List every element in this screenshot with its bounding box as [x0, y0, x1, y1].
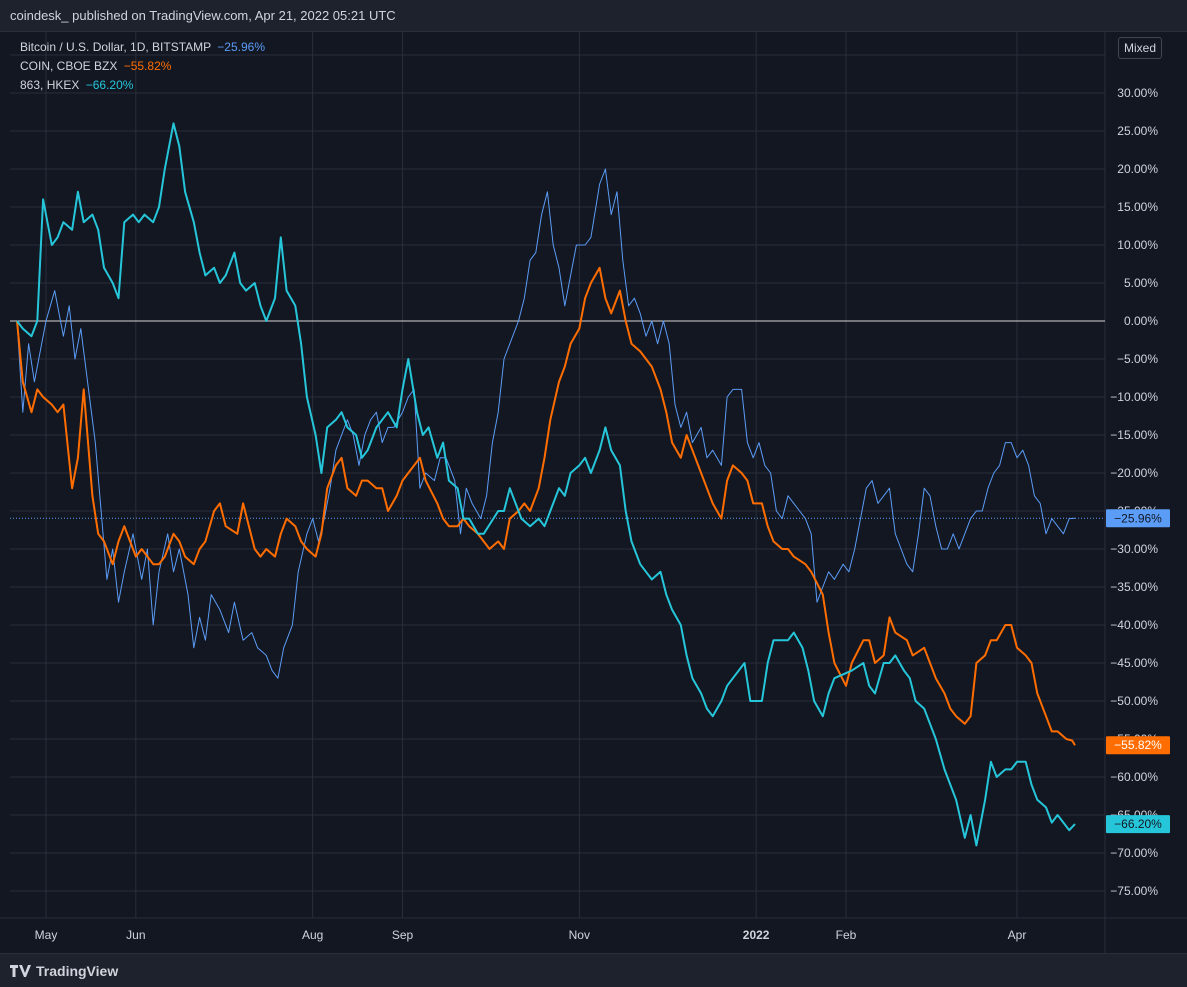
- y-tick-label: −5.00%: [1117, 352, 1158, 366]
- legend-name-coin: COIN, CBOE BZX: [20, 59, 118, 73]
- hkex-last-value-tag: [1106, 815, 1170, 834]
- x-tick-label: Apr: [1008, 928, 1027, 942]
- chart-legend: Bitcoin / U.S. Dollar, 1D, BITSTAMP −25.…: [20, 38, 265, 95]
- y-tick-label: 30.00%: [1117, 86, 1158, 100]
- hkex-last-value-tag-text: −66.20%: [1114, 817, 1162, 831]
- y-tick-label: −15.00%: [1110, 428, 1158, 442]
- x-tick-label: 2022: [743, 928, 770, 942]
- btc-last-value-tag: [1106, 509, 1170, 528]
- y-tick-label: −30.00%: [1110, 542, 1158, 556]
- y-tick-label: 15.00%: [1117, 200, 1158, 214]
- attribution-text: coindesk_ published on TradingView.com, …: [10, 8, 396, 23]
- legend-row-coin[interactable]: COIN, CBOE BZX −55.82%: [20, 57, 265, 76]
- y-tick-label: −20.00%: [1110, 466, 1158, 480]
- y-tick-label: 20.00%: [1117, 162, 1158, 176]
- y-tick-label: 10.00%: [1117, 238, 1158, 252]
- hkex-line[interactable]: [16, 122, 1076, 847]
- coin-line[interactable]: [16, 266, 1076, 746]
- y-tick-label: −50.00%: [1110, 694, 1158, 708]
- x-tick-label: Jun: [126, 928, 145, 942]
- x-tick-label: Aug: [302, 928, 323, 942]
- y-tick-label: 0.00%: [1124, 314, 1158, 328]
- scale-mode-button[interactable]: Mixed: [1118, 37, 1163, 59]
- legend-name-btc: Bitcoin / U.S. Dollar, 1D, BITSTAMP: [20, 40, 211, 54]
- legend-value-coin: −55.82%: [123, 59, 172, 73]
- footer-bar: TradingView: [0, 953, 1187, 987]
- tradingview-brand[interactable]: TradingView: [36, 962, 119, 979]
- comparison-line-chart[interactable]: 30.00% 25.00% 20.00% 15.00% 10.00% 5.00% 0.00%…: [0, 32, 1187, 953]
- x-tick-label: Nov: [569, 928, 590, 942]
- legend-row-btc[interactable]: Bitcoin / U.S. Dollar, 1D, BITSTAMP −25.…: [20, 38, 265, 57]
- y-tick-label: 25.00%: [1117, 124, 1158, 138]
- tradingview-logo-icon[interactable]: [10, 964, 32, 977]
- chart-background: [0, 32, 1187, 953]
- coin-last-value-tag-text: −55.82%: [1114, 738, 1162, 752]
- y-tick-label: −45.00%: [1110, 656, 1158, 670]
- x-tick-label: Feb: [836, 928, 857, 942]
- btc-line[interactable]: [16, 168, 1076, 679]
- y-tick-label: 5.00%: [1124, 276, 1158, 290]
- x-tick-label: Sep: [392, 928, 414, 942]
- legend-row-hkex[interactable]: 863, HKEX −66.20%: [20, 76, 265, 95]
- y-tick-label: −10.00%: [1110, 390, 1158, 404]
- legend-value-btc: −25.96%: [217, 40, 266, 54]
- legend-name-hkex: 863, HKEX: [20, 78, 80, 92]
- y-tick-label: −70.00%: [1110, 846, 1158, 860]
- coin-last-value-tag: [1106, 736, 1170, 755]
- y-tick-label: −75.00%: [1110, 884, 1158, 898]
- y-tick-label: −40.00%: [1110, 618, 1158, 632]
- btc-last-value-tag-text: −25.96%: [1114, 511, 1162, 525]
- legend-value-hkex: −66.20%: [85, 78, 134, 92]
- y-tick-label: −60.00%: [1110, 770, 1158, 784]
- x-tick-label: May: [35, 928, 58, 942]
- publish-attribution-bar: coindesk_ published on TradingView.com, …: [0, 0, 1187, 32]
- y-tick-label: −35.00%: [1110, 580, 1158, 594]
